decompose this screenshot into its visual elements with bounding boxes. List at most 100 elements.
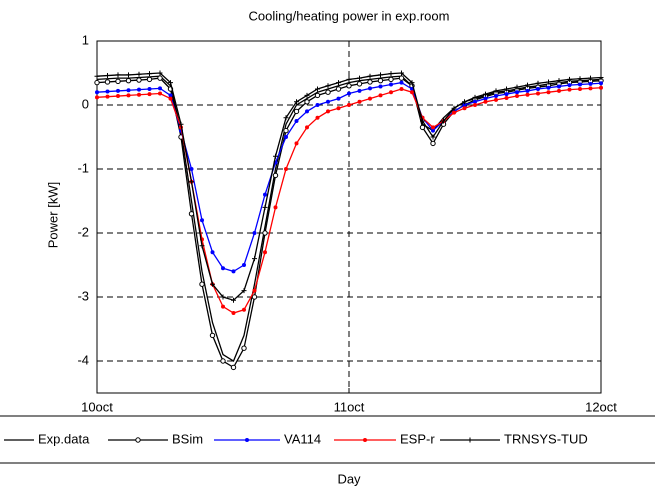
marker [363,438,367,442]
marker [157,75,163,81]
marker [263,192,267,197]
marker [305,109,309,114]
y-tick-label: 0 [82,96,89,111]
legend-label: Exp.data [38,431,90,446]
marker [304,92,310,98]
legend-label: VA114 [284,431,321,446]
marker [410,90,414,95]
marker [147,87,152,91]
marker [472,94,478,100]
x-tick-label: 12oct [585,399,617,414]
marker [335,86,342,92]
marker [137,87,141,92]
marker [578,82,582,87]
marker [209,332,216,339]
marker [399,87,404,91]
marker [158,91,162,96]
marker [137,92,141,97]
marker [473,103,477,107]
marker [336,80,341,86]
marker [347,91,351,96]
marker [588,75,593,81]
marker [116,88,120,93]
marker [105,94,110,99]
marker [598,74,604,80]
marker [251,294,258,300]
marker [346,83,352,89]
marker [368,96,372,101]
marker [273,205,278,210]
marker [493,88,499,94]
marker [399,70,404,76]
marker [356,81,363,87]
x-tick-label: 10oct [81,399,113,414]
marker [168,80,173,86]
marker [557,84,561,89]
y-axis-label: Power [kW] [45,182,60,248]
marker [357,75,362,81]
marker [546,90,551,95]
marker [525,92,530,97]
marker [294,141,299,146]
marker [325,89,331,95]
marker [588,86,593,91]
marker [378,93,383,98]
marker [252,231,257,235]
marker [388,71,394,77]
marker [599,81,603,86]
marker [431,128,435,133]
marker [567,76,572,82]
marker [126,72,131,78]
marker [525,88,530,93]
marker [210,281,215,287]
legend-label: BSim [172,431,203,446]
marker [389,90,393,95]
marker [293,108,300,115]
marker [220,294,226,300]
y-tick-label: -4 [77,352,89,367]
marker [125,77,132,84]
marker [441,118,446,124]
marker [451,105,457,111]
marker [200,218,204,223]
marker [168,96,173,101]
marker [136,71,142,77]
marker [314,92,321,99]
marker [242,263,246,267]
marker [147,92,152,97]
marker [367,79,373,85]
marker [536,91,540,96]
marker [515,90,519,95]
marker [126,88,131,93]
series-line [96,75,602,362]
marker [273,153,278,159]
marker [135,437,141,443]
marker [467,437,473,443]
marker [399,80,404,85]
marker [420,118,425,124]
marker [262,230,268,236]
marker [389,82,393,87]
marker [494,97,498,102]
marker [494,94,498,99]
marker [368,86,372,91]
marker [504,95,509,100]
marker [168,93,173,98]
marker [104,79,111,85]
marker [95,95,99,100]
marker [230,364,237,371]
x-tick-label: 11oct [334,399,365,414]
marker [294,99,299,105]
marker [304,99,310,105]
legend-label: TRNSYS-TUD [504,431,588,446]
marker [346,76,352,82]
marker [388,76,394,83]
marker [294,119,299,123]
marker [221,304,225,309]
x-axis-label: Day [337,471,361,486]
marker [242,307,246,312]
marker [326,99,330,104]
marker [546,79,551,85]
y-tick-label: 1 [82,32,89,47]
